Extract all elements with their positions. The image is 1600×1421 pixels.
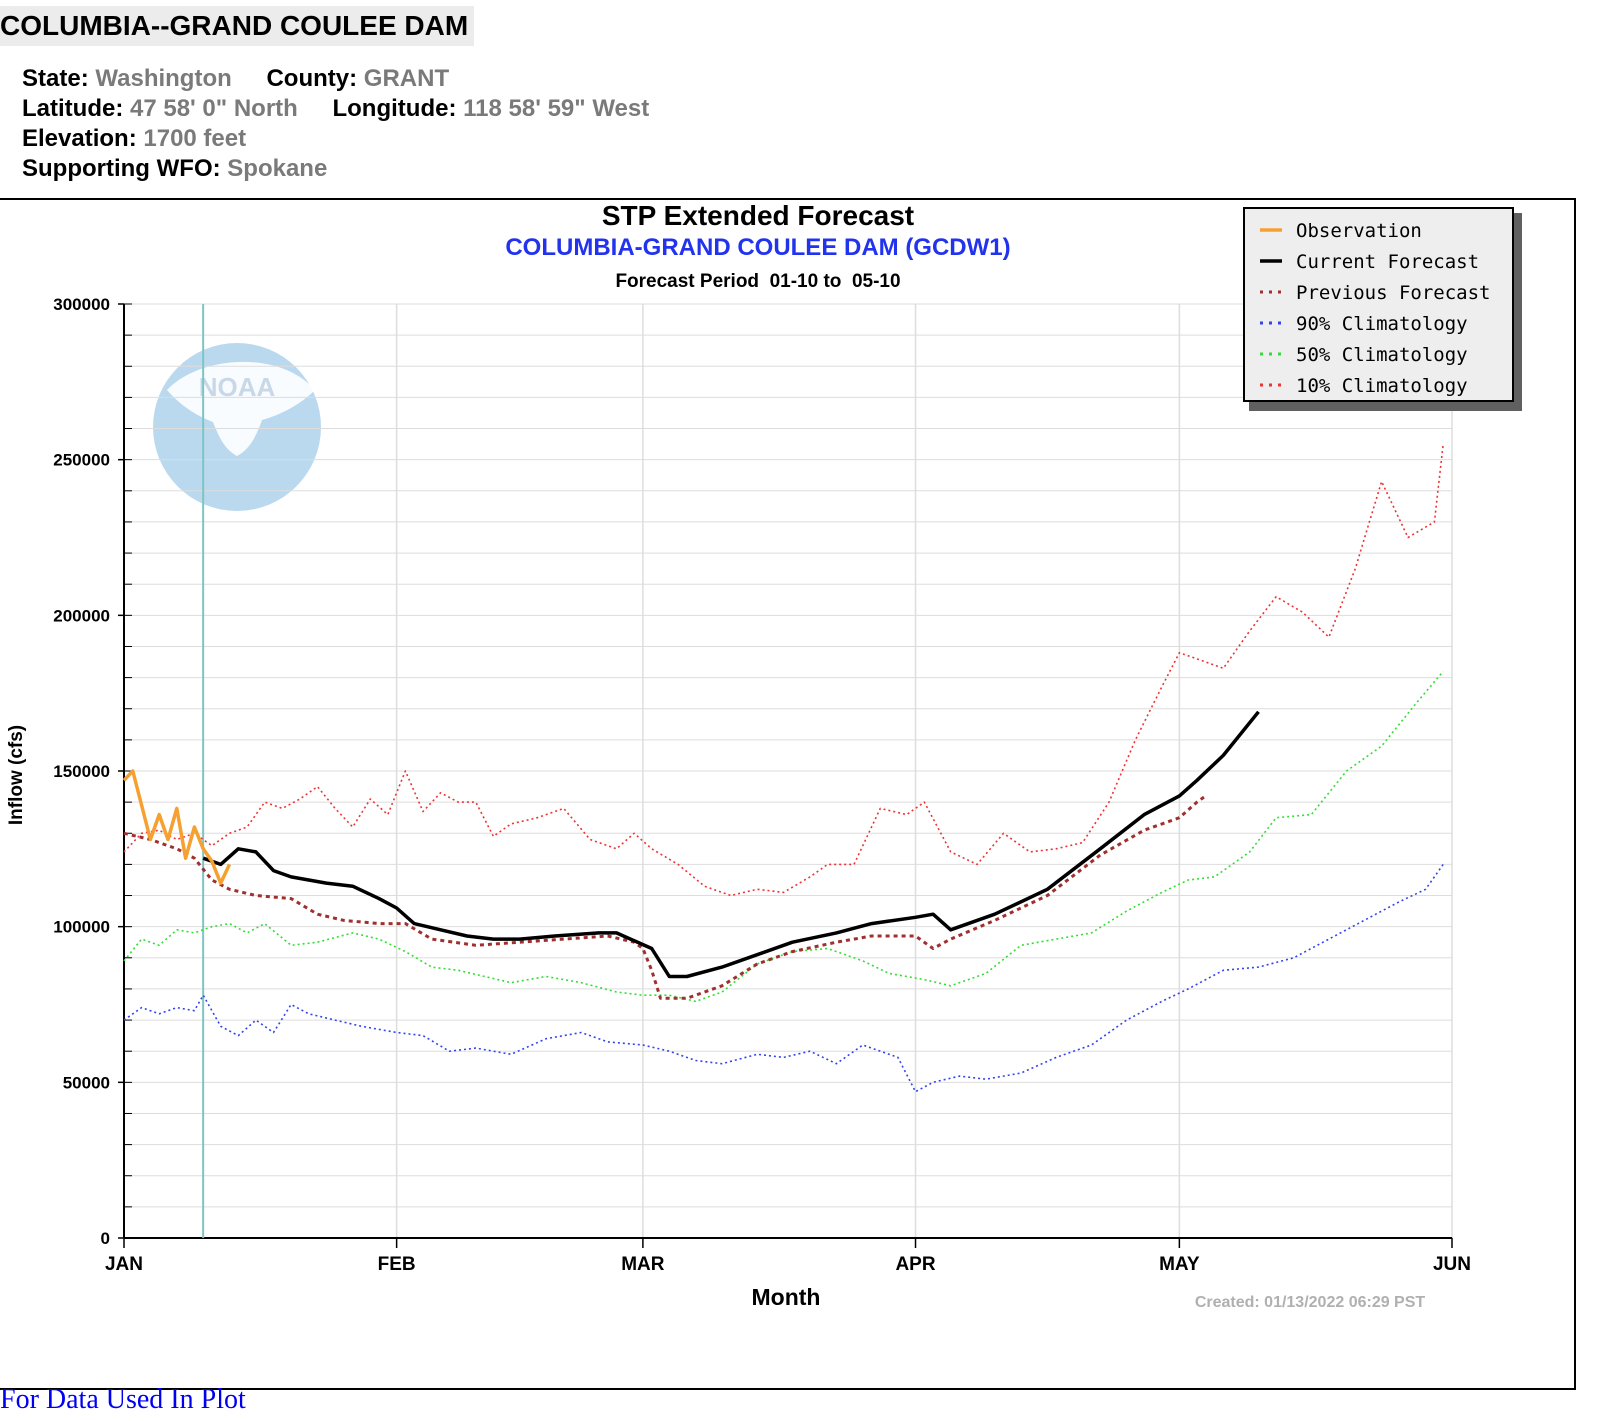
- data-used-link[interactable]: For Data Used In Plot: [0, 1384, 246, 1415]
- wfo-label: Supporting WFO:: [22, 155, 221, 182]
- series-line-observation: [122, 769, 232, 885]
- latitude-value: 47 58' 0" North: [130, 95, 298, 122]
- x-tick-label: MAY: [1159, 1254, 1200, 1275]
- series-line-90-climatology: [123, 863, 1444, 1093]
- legend-label: Observation: [1296, 220, 1422, 242]
- y-tick-label: 50000: [63, 1073, 110, 1092]
- y-tick-label: 100000: [53, 918, 110, 937]
- legend-label: Previous Forecast: [1296, 282, 1490, 304]
- noaa-watermark: NOAA: [153, 343, 321, 511]
- y-tick-label: 0: [101, 1229, 110, 1248]
- station-info: State: Washington County: GRANT Latitude…: [22, 64, 677, 184]
- x-tick-label: JUN: [1433, 1254, 1471, 1275]
- state-value: Washington: [95, 65, 232, 92]
- y-tick-label: 200000: [53, 606, 110, 625]
- chart-subtitle: COLUMBIA-GRAND COULEE DAM (GCDW1): [505, 234, 1010, 261]
- chart-title: STP Extended Forecast: [602, 200, 914, 231]
- legend-label: 10% Climatology: [1296, 375, 1468, 397]
- legend-label: 90% Climatology: [1296, 313, 1468, 335]
- longitude-value: 118 58' 59" West: [463, 95, 650, 122]
- series-line-current-forecast: [202, 710, 1260, 979]
- y-axis-label: Inflow (cfs): [6, 725, 27, 825]
- grid: [124, 303, 1453, 1238]
- created-stamp: Created: 01/13/2022 06:29 PST: [1195, 1294, 1426, 1311]
- y-tick-label: 300000: [53, 295, 110, 314]
- series-line-50-climatology: [123, 670, 1444, 1003]
- x-tick-label: MAR: [621, 1254, 665, 1275]
- x-tick-label: FEB: [378, 1254, 416, 1275]
- legend: Observation Current Forecast Previous Fore…: [1243, 207, 1522, 411]
- forecast-period: Forecast Period 01-10 to 05-10: [615, 271, 900, 292]
- x-axis-label: Month: [752, 1284, 821, 1310]
- series-line-10-climatology: [123, 444, 1444, 897]
- longitude-label: Longitude:: [332, 95, 457, 122]
- latitude-label: Latitude:: [22, 95, 124, 122]
- y-tick-label: 250000: [53, 451, 110, 470]
- county-value: GRANT: [363, 65, 450, 92]
- forecast-chart: NOAA 0 50000 100000 150000 200000 250000 30000…: [6, 200, 1522, 1311]
- series-layer: [122, 444, 1444, 1093]
- legend-label: Current Forecast: [1296, 251, 1479, 273]
- wfo-value: Spokane: [227, 155, 328, 182]
- elevation-value: 1700 feet: [143, 125, 247, 152]
- chart-frame: NOAA 0 50000 100000 150000 200000 250000 30000…: [0, 198, 1576, 1390]
- y-tick-label: 150000: [53, 762, 110, 781]
- state-label: State:: [22, 65, 89, 92]
- elevation-label: Elevation:: [22, 125, 137, 152]
- x-tick-label: APR: [895, 1254, 935, 1275]
- legend-label: 50% Climatology: [1296, 344, 1468, 366]
- county-label: County:: [266, 65, 358, 92]
- axes: 0 50000 100000 150000 200000 250000 300000 JAN F…: [53, 295, 1471, 1275]
- station-title: COLUMBIA--GRAND COULEE DAM: [0, 6, 475, 46]
- x-tick-label: JAN: [105, 1254, 143, 1275]
